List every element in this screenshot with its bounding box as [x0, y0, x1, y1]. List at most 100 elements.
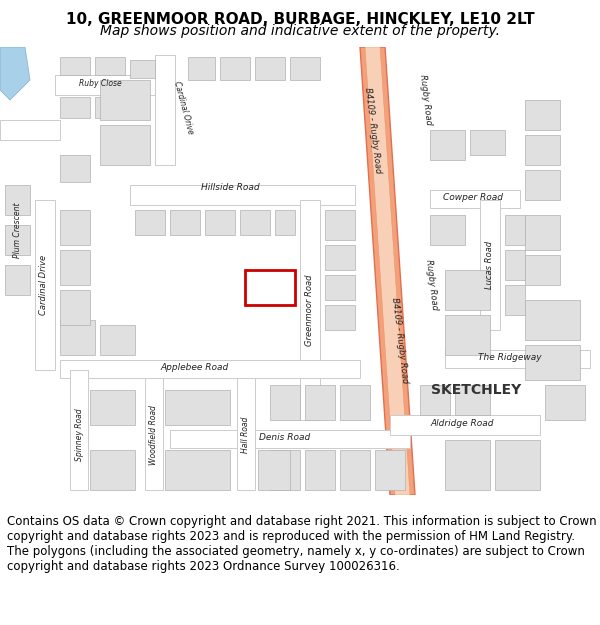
- Polygon shape: [165, 450, 230, 490]
- Text: Contains OS data © Crown copyright and database right 2021. This information is : Contains OS data © Crown copyright and d…: [7, 515, 597, 573]
- Text: SKETCHLEY: SKETCHLEY: [431, 383, 521, 397]
- Polygon shape: [525, 255, 560, 285]
- Polygon shape: [270, 385, 300, 420]
- Polygon shape: [525, 300, 580, 340]
- Polygon shape: [60, 57, 90, 75]
- Polygon shape: [305, 385, 335, 420]
- Polygon shape: [0, 47, 30, 100]
- Polygon shape: [420, 385, 450, 415]
- Polygon shape: [55, 75, 155, 95]
- Polygon shape: [525, 345, 580, 380]
- Polygon shape: [130, 185, 355, 205]
- Polygon shape: [130, 60, 155, 78]
- Polygon shape: [170, 430, 410, 448]
- Text: Plum Crescent: Plum Crescent: [13, 202, 23, 258]
- Text: Map shows position and indicative extent of the property.: Map shows position and indicative extent…: [100, 24, 500, 38]
- Polygon shape: [340, 450, 370, 490]
- Text: Spinney Road: Spinney Road: [74, 409, 83, 461]
- Polygon shape: [505, 215, 525, 245]
- Polygon shape: [360, 47, 415, 495]
- Polygon shape: [95, 57, 125, 75]
- Text: Denis Road: Denis Road: [259, 434, 311, 442]
- Polygon shape: [100, 325, 135, 355]
- Text: Greenmoor Road: Greenmoor Road: [305, 274, 314, 346]
- Text: Cardinal Drive: Cardinal Drive: [40, 255, 49, 315]
- Polygon shape: [455, 385, 490, 415]
- Polygon shape: [60, 97, 90, 118]
- Text: B4109 - Rugby Road: B4109 - Rugby Road: [363, 86, 383, 174]
- Polygon shape: [430, 215, 465, 245]
- Text: Lucas Road: Lucas Road: [485, 241, 494, 289]
- Text: Applebee Road: Applebee Road: [161, 364, 229, 372]
- Polygon shape: [390, 415, 540, 435]
- Polygon shape: [325, 245, 355, 270]
- Polygon shape: [445, 270, 490, 310]
- Text: Rugby Road: Rugby Road: [424, 259, 440, 311]
- Polygon shape: [525, 100, 560, 130]
- Polygon shape: [145, 378, 163, 490]
- Polygon shape: [270, 450, 300, 490]
- Polygon shape: [525, 215, 560, 250]
- Text: Aldridge Road: Aldridge Road: [430, 419, 494, 429]
- Polygon shape: [445, 350, 590, 368]
- Polygon shape: [430, 130, 465, 160]
- Polygon shape: [325, 305, 355, 330]
- Polygon shape: [340, 385, 370, 420]
- Text: Cowper Road: Cowper Road: [443, 194, 503, 202]
- Polygon shape: [290, 57, 320, 80]
- Polygon shape: [188, 57, 215, 80]
- Polygon shape: [5, 265, 30, 295]
- Polygon shape: [255, 57, 285, 80]
- Text: 10, GREENMOOR ROAD, BURBAGE, HINCKLEY, LE10 2LT: 10, GREENMOOR ROAD, BURBAGE, HINCKLEY, L…: [65, 12, 535, 28]
- Text: Hall Road: Hall Road: [241, 417, 250, 453]
- Text: Ruby Close: Ruby Close: [79, 79, 121, 89]
- Text: Cardinal Orive: Cardinal Orive: [172, 81, 194, 136]
- Polygon shape: [5, 225, 30, 255]
- Polygon shape: [60, 320, 95, 355]
- Polygon shape: [305, 450, 335, 490]
- Polygon shape: [205, 210, 235, 235]
- Polygon shape: [505, 250, 525, 280]
- Polygon shape: [95, 97, 125, 118]
- Text: Woodfield Road: Woodfield Road: [149, 405, 157, 465]
- Polygon shape: [300, 200, 320, 420]
- Polygon shape: [445, 315, 490, 355]
- Polygon shape: [505, 285, 525, 315]
- Polygon shape: [275, 210, 295, 235]
- Polygon shape: [545, 385, 585, 420]
- Bar: [245, 270, 295, 305]
- Polygon shape: [165, 390, 230, 425]
- Polygon shape: [60, 290, 90, 325]
- Polygon shape: [5, 185, 30, 215]
- Polygon shape: [240, 210, 270, 235]
- Text: The Ridgeway: The Ridgeway: [478, 354, 542, 362]
- Polygon shape: [220, 57, 250, 80]
- Polygon shape: [90, 450, 135, 490]
- Polygon shape: [325, 275, 355, 300]
- Polygon shape: [525, 170, 560, 200]
- Polygon shape: [258, 450, 290, 490]
- Polygon shape: [60, 250, 90, 285]
- Polygon shape: [237, 378, 255, 490]
- Polygon shape: [100, 80, 150, 120]
- Polygon shape: [0, 120, 60, 140]
- Polygon shape: [135, 210, 165, 235]
- Polygon shape: [325, 210, 355, 240]
- Polygon shape: [35, 200, 55, 370]
- Polygon shape: [375, 450, 405, 490]
- Polygon shape: [170, 210, 200, 235]
- Polygon shape: [60, 360, 360, 378]
- Polygon shape: [430, 190, 520, 208]
- Polygon shape: [495, 440, 540, 490]
- Polygon shape: [480, 200, 500, 330]
- Polygon shape: [60, 155, 90, 182]
- Text: B4109 - Rugby Road: B4109 - Rugby Road: [390, 296, 410, 384]
- Polygon shape: [70, 370, 88, 490]
- Text: Rugby Road: Rugby Road: [418, 74, 434, 126]
- Polygon shape: [60, 210, 90, 245]
- Polygon shape: [525, 135, 560, 165]
- Polygon shape: [470, 130, 505, 155]
- Polygon shape: [365, 47, 410, 495]
- Polygon shape: [100, 125, 150, 165]
- Text: Hillside Road: Hillside Road: [200, 184, 259, 192]
